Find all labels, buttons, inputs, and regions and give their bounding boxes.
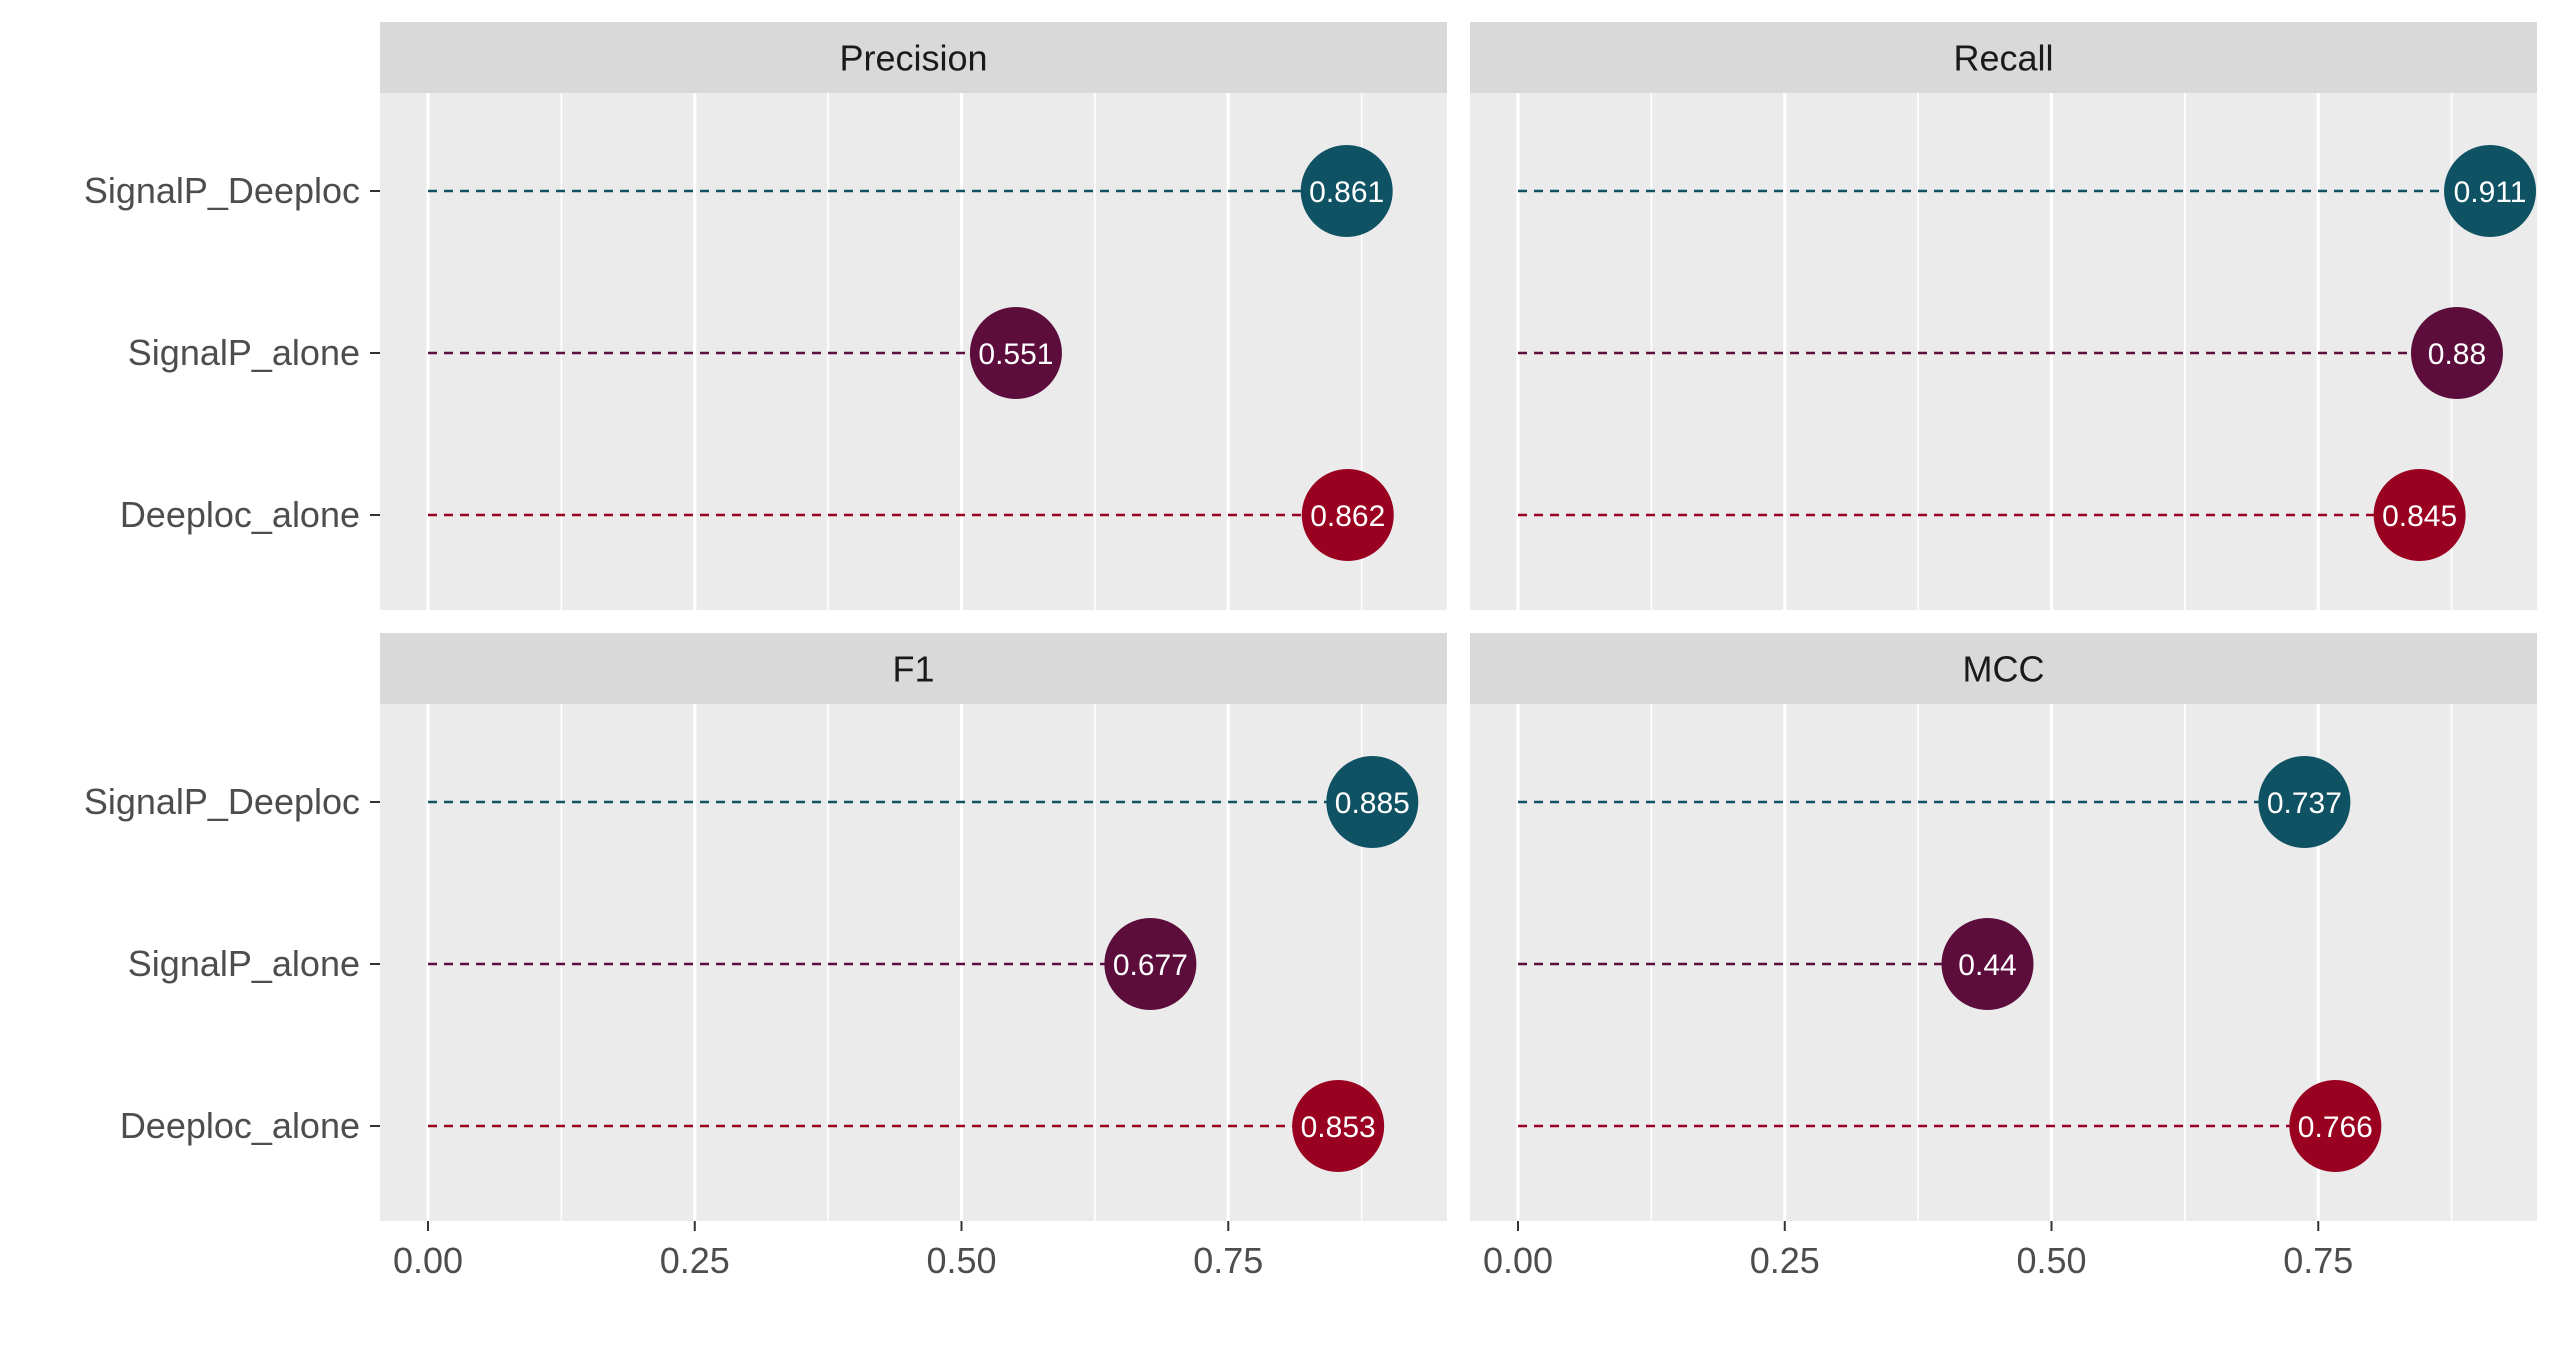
data-point xyxy=(969,307,1062,399)
data-label: 0.885 xyxy=(1335,787,1410,820)
facet-strip xyxy=(380,633,1447,704)
data-label: 0.853 xyxy=(1301,1111,1376,1144)
data-label: 0.911 xyxy=(2454,176,2527,209)
y-tick-label: SignalP_Deeploc xyxy=(84,170,360,211)
data-point xyxy=(1292,1080,1385,1172)
facet-strip xyxy=(380,22,1447,93)
y-tick-label: SignalP_alone xyxy=(128,332,360,373)
data-label: 0.861 xyxy=(1309,176,1384,209)
data-label: 0.677 xyxy=(1113,949,1188,982)
facet-title: Recall xyxy=(1953,38,2053,79)
data-label: 0.737 xyxy=(2267,787,2342,820)
data-point xyxy=(1104,918,1197,1010)
plot-panel xyxy=(380,93,1447,610)
data-label: 0.862 xyxy=(1310,500,1385,533)
facet-title: Precision xyxy=(839,38,987,79)
x-tick-label: 0.25 xyxy=(660,1240,730,1281)
x-tick-label: 0.00 xyxy=(1483,1240,1553,1281)
y-tick-label: SignalP_Deeploc xyxy=(84,781,360,822)
x-tick-label: 0.00 xyxy=(393,1240,463,1281)
data-point xyxy=(2444,145,2537,237)
data-point xyxy=(2289,1080,2382,1172)
plot-panel xyxy=(380,704,1447,1221)
data-label: 0.766 xyxy=(2298,1111,2373,1144)
y-tick-label: Deeploc_alone xyxy=(120,1105,360,1146)
data-point xyxy=(2258,756,2351,848)
facet-strip xyxy=(1470,22,2537,93)
y-tick-label: Deeploc_alone xyxy=(120,494,360,535)
x-tick-label: 0.25 xyxy=(1750,1240,1820,1281)
data-label: 0.44 xyxy=(1958,949,2016,982)
x-tick-label: 0.50 xyxy=(2016,1240,2086,1281)
data-point xyxy=(1300,145,1393,237)
facet-title: F1 xyxy=(892,649,934,690)
data-point xyxy=(1301,469,1394,561)
x-tick-label: 0.75 xyxy=(2283,1240,2353,1281)
plot-panel xyxy=(1470,93,2537,610)
data-point xyxy=(2373,469,2466,561)
data-point xyxy=(1326,756,1419,848)
data-label: 0.88 xyxy=(2428,338,2486,371)
y-tick-label: SignalP_alone xyxy=(128,943,360,984)
x-tick-label: 0.75 xyxy=(1193,1240,1263,1281)
data-point xyxy=(2410,307,2503,399)
x-tick-label: 0.50 xyxy=(926,1240,996,1281)
facet-strip xyxy=(1470,633,2537,704)
data-point xyxy=(1941,918,2034,1010)
data-label: 0.845 xyxy=(2382,500,2457,533)
data-label: 0.551 xyxy=(978,338,1053,371)
facet-title: MCC xyxy=(1963,649,2045,690)
